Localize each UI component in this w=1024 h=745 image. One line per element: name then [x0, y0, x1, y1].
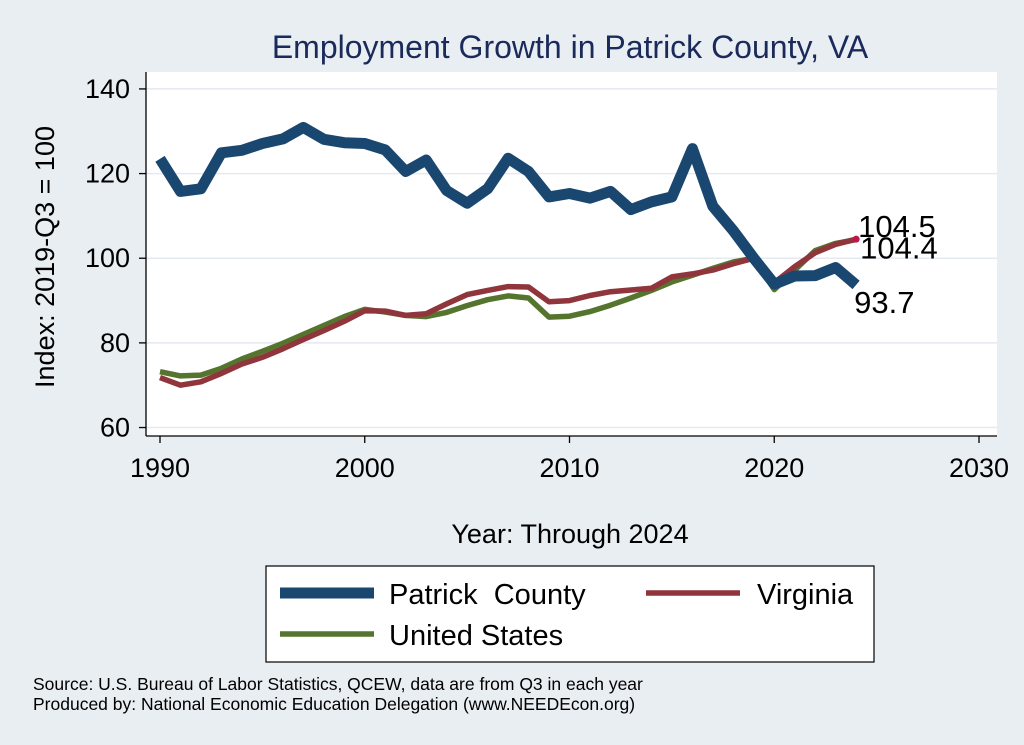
x-tick-label: 1990: [130, 453, 190, 483]
series-line-patrick-county: [155, 121, 860, 290]
legend: Patrick County Virginia United States: [265, 565, 875, 663]
gridlines: [146, 88, 997, 429]
series-layer: [155, 121, 860, 388]
end-label-united-states: 104.4: [860, 231, 938, 266]
legend-label-patrick-county: Patrick County: [389, 579, 586, 611]
x-tick-label: 2030: [949, 453, 1009, 483]
legend-box: [265, 565, 875, 663]
y-tick-label: 80: [100, 328, 130, 358]
x-axis-label: Year: Through 2024: [451, 519, 688, 549]
end-label-patrick-county: 93.7: [854, 285, 914, 320]
x-tick-label: 2020: [744, 453, 804, 483]
y-tick-label: 140: [85, 74, 130, 104]
y-tick-label: 120: [85, 159, 130, 189]
series-line-virginia: [159, 236, 857, 388]
x-tick-label: 2010: [539, 453, 599, 483]
source-note: Source: U.S. Bureau of Labor Statistics,…: [33, 674, 643, 694]
axes: 60 80 100 120 140 1990 2000 2010 2020 2030: [85, 72, 1009, 483]
end-label-virginia: 104.5: [858, 209, 936, 244]
legend-label-virginia: Virginia: [757, 579, 854, 611]
y-tick-label: 100: [85, 243, 130, 273]
y-axis-label: Index: 2019-Q3 = 100: [30, 126, 60, 388]
chart-title: Employment Growth in Patrick County, VA: [272, 29, 869, 65]
producer-note: Produced by: National Economic Education…: [33, 694, 635, 714]
y-tick-label: 60: [100, 413, 130, 443]
x-tick-label: 2000: [335, 453, 395, 483]
virginia-end-point: [852, 235, 860, 243]
legend-label-united-states: United States: [389, 620, 563, 652]
